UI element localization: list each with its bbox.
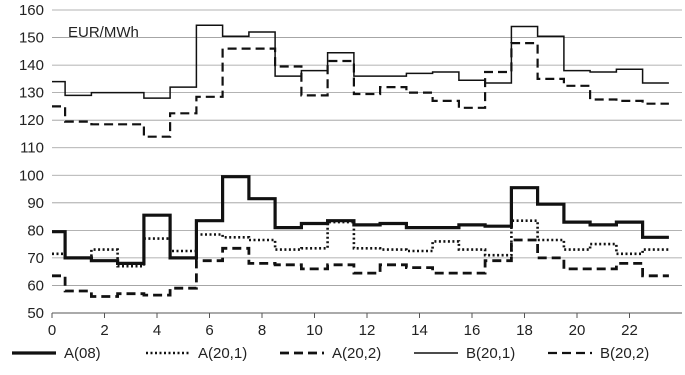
series-line-A(20,2) [52, 238, 669, 298]
x-tick-label: 6 [205, 322, 213, 339]
series-line-B(20,2) [52, 42, 669, 138]
y-tick-label: 110 [20, 140, 44, 157]
x-tick-label: 20 [569, 322, 586, 339]
y-tick-label: 80 [27, 222, 44, 239]
legend-label: B(20,2) [600, 345, 649, 362]
y-tick-label: 100 [19, 167, 44, 184]
series-line-A(08) [52, 175, 669, 265]
x-tick-label: 4 [153, 322, 161, 339]
gridlines [52, 9, 682, 286]
y-tick-label: 90 [27, 195, 44, 212]
axes: 50 60 70 80 90 100 110 120 130 140 150 160 0 2 4 6 8 10 12… [19, 2, 682, 339]
y-tick-label: 70 [27, 250, 44, 267]
x-tick-label: 12 [359, 322, 376, 339]
series-line-A(20,1) [52, 219, 669, 268]
y-tick-label: 160 [19, 2, 44, 19]
x-tick-label: 2 [100, 322, 108, 339]
unit-label: EUR/MWh [68, 24, 139, 41]
legend-label: A(08) [64, 345, 101, 362]
legend-label: A(20,2) [332, 345, 381, 362]
x-tick-label: 10 [306, 322, 323, 339]
x-tick-label: 14 [411, 322, 428, 339]
y-tick-label: 130 [19, 85, 44, 102]
legend-label: A(20,1) [198, 345, 247, 362]
legend: A(08) A(20,1) A(20,2) B(20,1) B(20,2) [12, 345, 649, 362]
x-tick-label: 22 [621, 322, 638, 339]
x-tick-label: 18 [516, 322, 533, 339]
y-tick-label: 120 [19, 112, 44, 129]
y-tick-label: 50 [27, 305, 44, 322]
legend-label: B(20,1) [466, 345, 515, 362]
x-tick-label: 8 [258, 322, 266, 339]
y-tick-label: 140 [19, 57, 44, 74]
series-lines [52, 24, 669, 298]
y-tick-label: 150 [19, 30, 44, 47]
x-tick-label: 0 [48, 322, 56, 339]
x-tick-label: 16 [464, 322, 481, 339]
series-line-B(20,1) [52, 24, 669, 99]
y-tick-label: 60 [27, 277, 44, 294]
